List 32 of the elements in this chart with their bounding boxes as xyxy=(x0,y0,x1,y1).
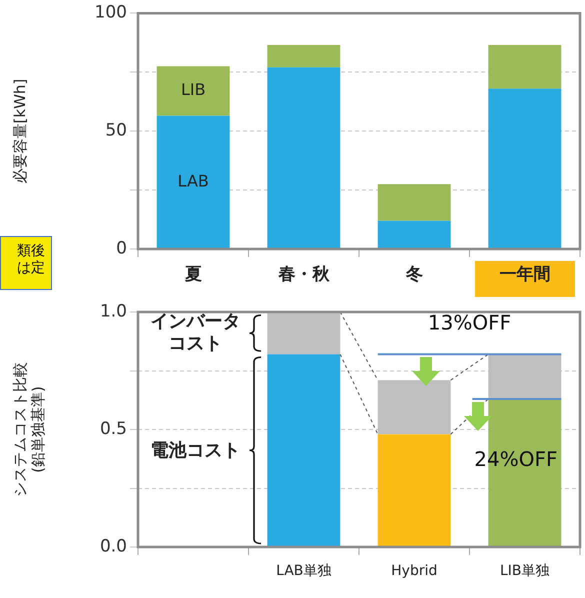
y-axis-title: 必要容量[kWh] xyxy=(10,78,29,184)
bar xyxy=(267,354,340,546)
y-tick-label: 0 xyxy=(116,238,127,258)
bar xyxy=(156,116,230,248)
y-tick-label: 0.5 xyxy=(100,418,127,439)
x-tick-label: LIB単独 xyxy=(500,563,550,580)
series-label: LAB xyxy=(178,172,209,191)
series-label: インバータコスト xyxy=(149,311,242,356)
bar xyxy=(267,312,340,354)
bar xyxy=(378,220,451,248)
x-tick-label: 一年間 xyxy=(499,264,550,285)
x-tick-label: 夏 xyxy=(184,264,202,285)
x-tick-label: 春・秋 xyxy=(277,264,330,285)
bar xyxy=(267,67,340,248)
bar xyxy=(378,184,451,221)
y-tick-label: 50 xyxy=(105,120,127,141)
bar xyxy=(488,88,562,248)
y-tick-label: 1.0 xyxy=(100,301,127,322)
y-tick-label: 100 xyxy=(94,2,127,23)
x-tick-label: 冬 xyxy=(404,264,423,285)
bar xyxy=(156,66,230,116)
text: 類後は定 xyxy=(0,236,52,290)
annotation: 13%OFF xyxy=(428,310,512,335)
series-label: 電池コスト xyxy=(149,440,242,462)
bar xyxy=(378,434,451,546)
y-tick-label: 0.0 xyxy=(100,536,127,556)
x-tick-label: Hybrid xyxy=(391,563,438,580)
bar xyxy=(267,45,340,68)
x-tick-label: LAB単独 xyxy=(276,563,332,580)
y-axis-title: システムコスト比較 (鉛単独基準) xyxy=(10,362,47,497)
bar xyxy=(488,45,562,89)
series-label: LIB xyxy=(180,80,206,100)
